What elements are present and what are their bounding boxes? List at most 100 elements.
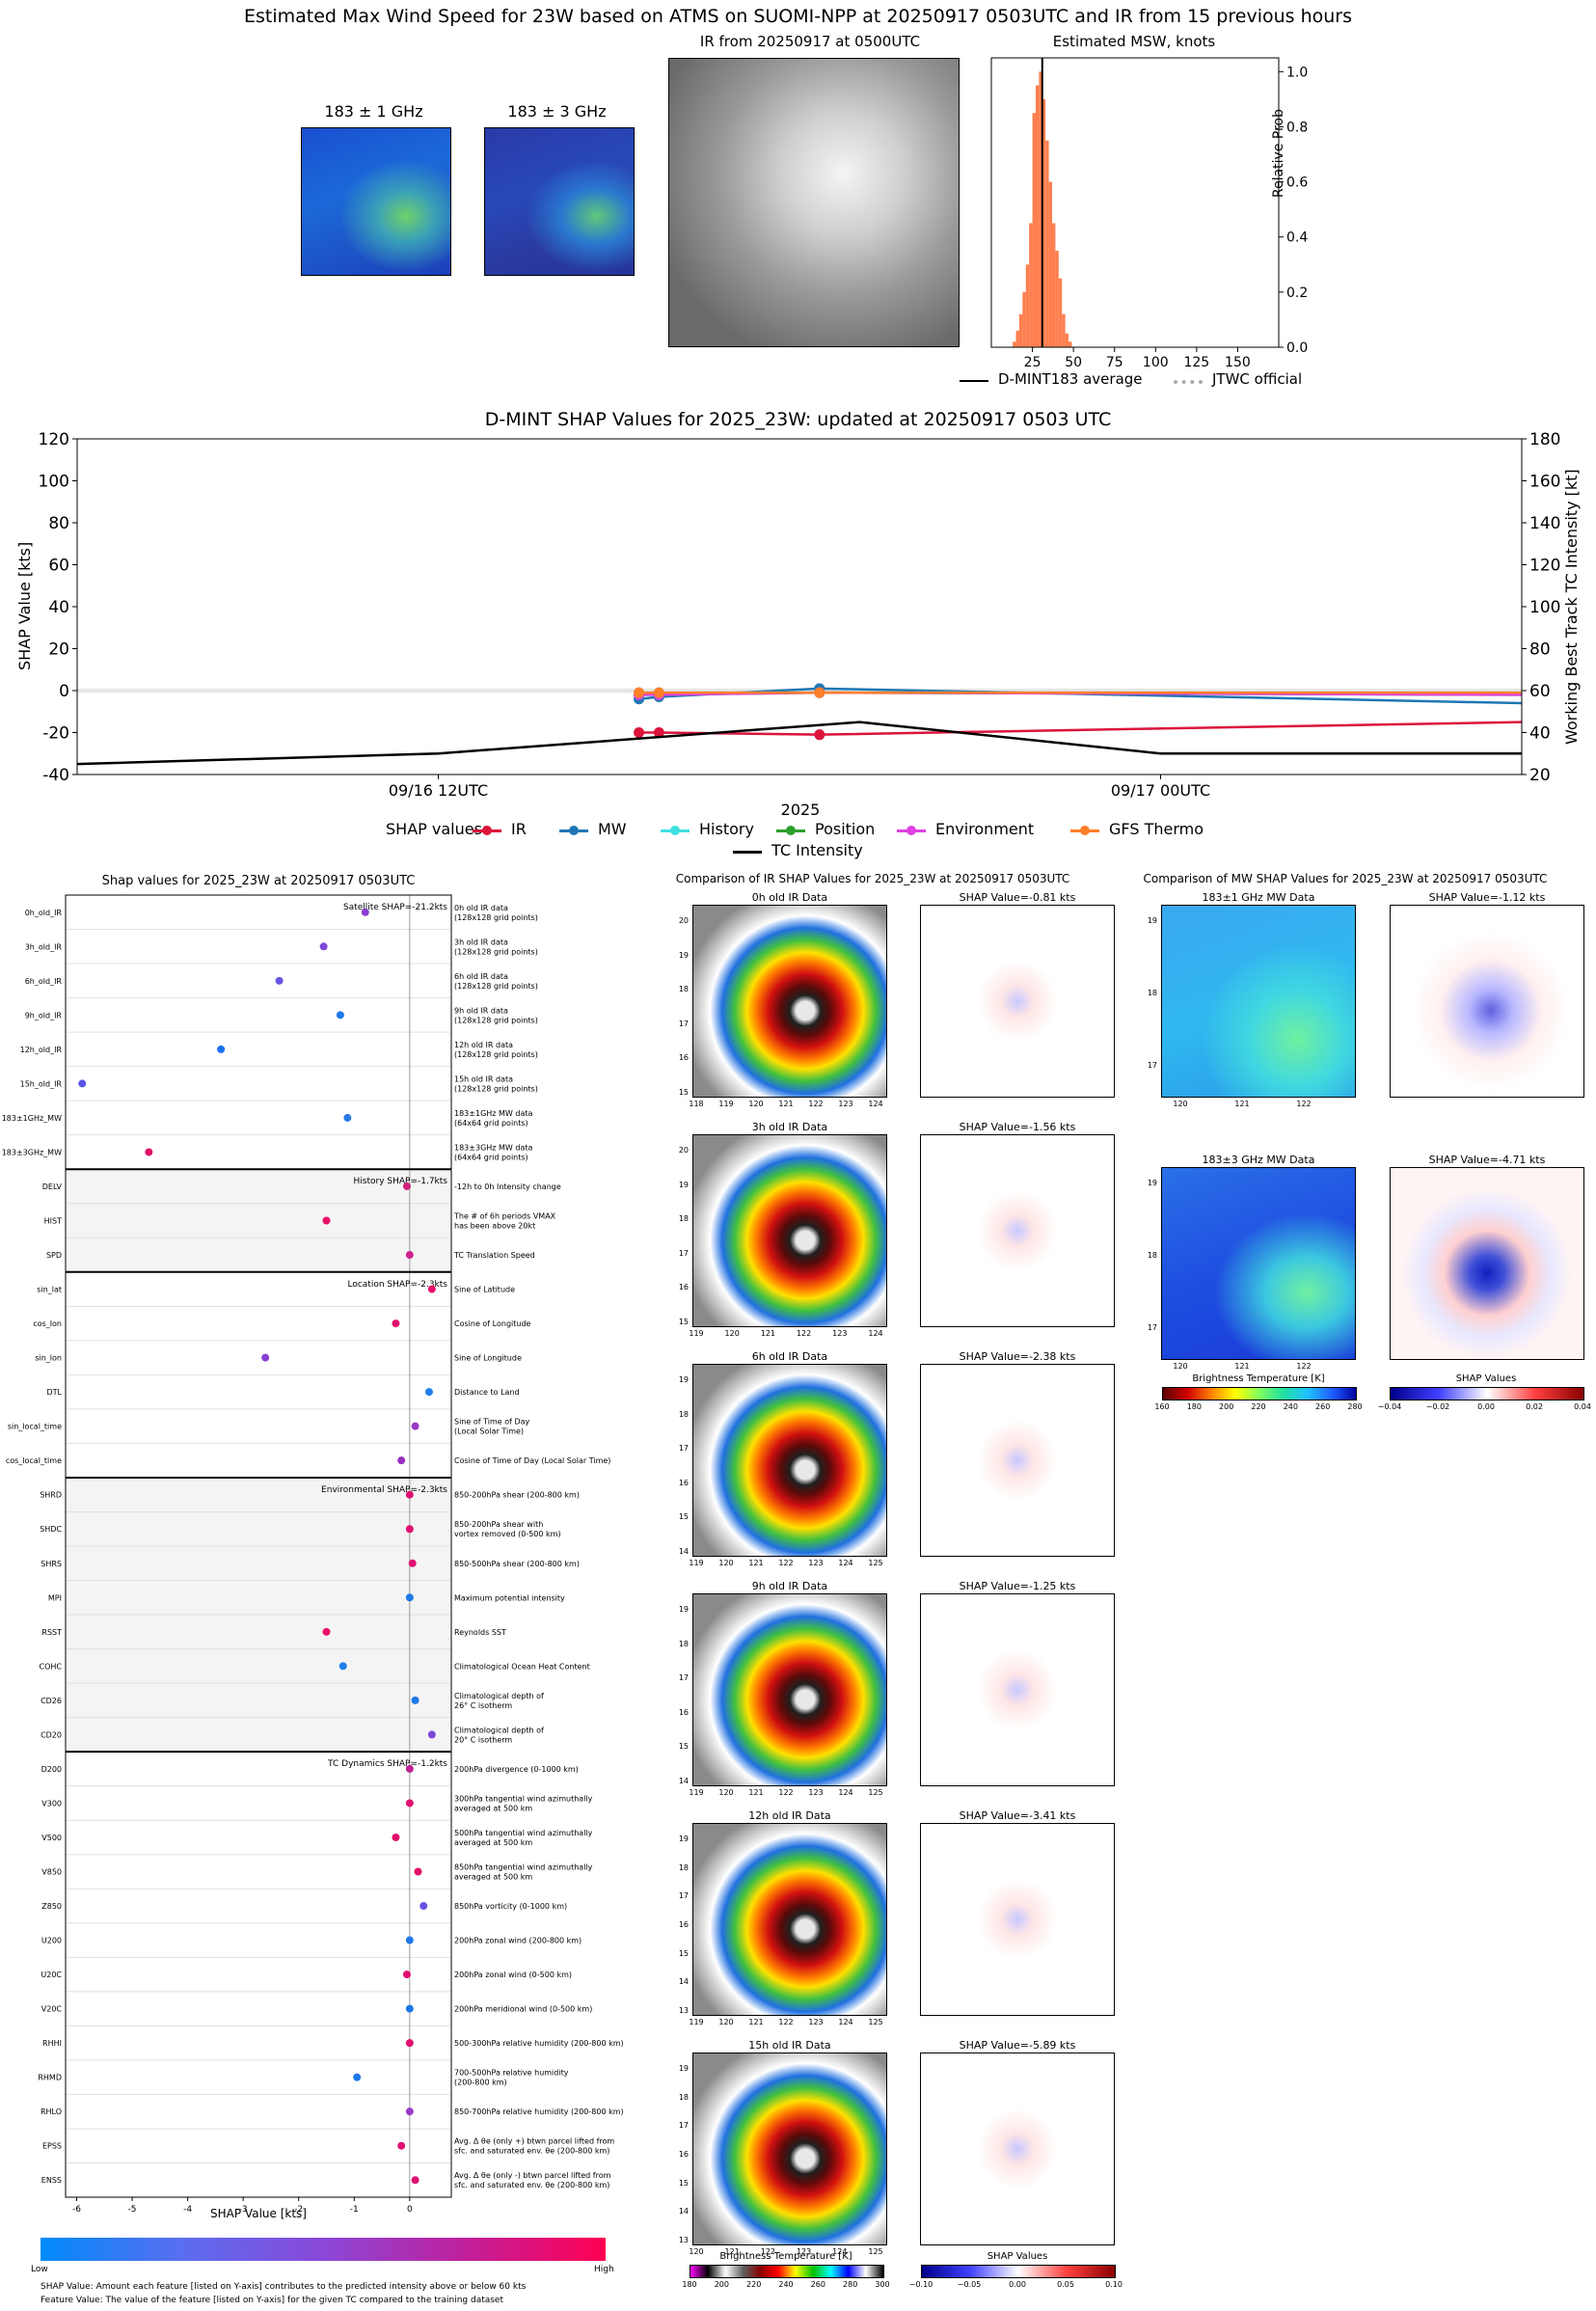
ir-xtick-label: 124 xyxy=(832,2247,848,2256)
ts-ytick-label: 60 xyxy=(48,557,69,576)
feature-name: EPSS xyxy=(42,2142,62,2151)
mw-xtick-label: 122 xyxy=(1296,1100,1312,1108)
feature-description: Climatological depth of xyxy=(454,1692,544,1700)
ir-ytick-label: 16 xyxy=(678,1053,689,1063)
feature-description: 850-500hPa shear (200-800 km) xyxy=(454,1560,580,1568)
ir-bt-tick: 220 xyxy=(746,2280,762,2289)
ir-xtick-label: 124 xyxy=(838,1788,853,1797)
feature-point xyxy=(392,1833,400,1841)
feature-frame xyxy=(65,894,452,2198)
mw-xtick-label: 121 xyxy=(1234,1100,1250,1108)
ir-bt-tick: 180 xyxy=(682,2280,697,2289)
mw-ytick-label: 18 xyxy=(1147,1251,1157,1260)
feature-description: (200-800 km) xyxy=(454,2079,507,2087)
ir-bt-tick: 280 xyxy=(843,2280,858,2289)
ir-xtick-label: 119 xyxy=(689,1329,704,1338)
feature-description: averaged at 500 km xyxy=(454,1873,532,1882)
feature-point xyxy=(405,1251,414,1260)
feature-point xyxy=(402,1182,411,1190)
feature-description: The # of 6h periods VMAX xyxy=(453,1212,556,1221)
feature-point xyxy=(405,2039,414,2048)
ir-panel-label: 9h old IR Data xyxy=(751,1580,828,1592)
feature-point xyxy=(336,1011,344,1020)
feature-description: 183±3GHz MW data xyxy=(454,1143,532,1152)
ts-ytick-label: 40 xyxy=(48,598,69,617)
ir-ytick-label: 17 xyxy=(678,1444,689,1454)
ir-ytick-label: 19 xyxy=(678,950,689,960)
feature-description: 850-700hPa relative humidity (200-800 km… xyxy=(454,2107,624,2116)
ir-ytick-label: 19 xyxy=(678,1835,689,1843)
series-point-ir xyxy=(634,727,645,738)
feature-name: RSST xyxy=(41,1628,62,1637)
ir-ytick-label: 17 xyxy=(678,1891,689,1901)
ir-shap-label: SHAP Value=-3.41 kts xyxy=(959,1809,1076,1822)
feature-point xyxy=(405,2107,414,2116)
mw-panel-label: 183±3 GHz MW Data xyxy=(1202,1154,1315,1166)
group-label: Satellite SHAP=-21.2kts xyxy=(343,903,447,912)
ir-shap-tick: −0.10 xyxy=(908,2280,933,2289)
ir-ytick-label: 17 xyxy=(678,1673,689,1683)
ir-xtick-label: 124 xyxy=(868,1100,883,1108)
feature-point xyxy=(405,1936,414,1944)
timeseries-xlabel: 2025 xyxy=(780,801,821,819)
ir-xtick-label: 124 xyxy=(838,2018,853,2026)
feature-description: (64x64 grid points) xyxy=(454,1153,528,1161)
legend-label: Environment xyxy=(935,820,1035,838)
feature-description: 850hPa tangential wind azimuthally xyxy=(454,1863,593,1872)
feature-point xyxy=(402,1971,411,1979)
footnote-shap: SHAP Value: Amount each feature [listed … xyxy=(41,2282,527,2292)
feature-name: SHDC xyxy=(40,1525,62,1534)
feature-description: (Local Solar Time) xyxy=(454,1427,524,1436)
feature-point xyxy=(353,2073,362,2081)
feature-name: 0h_old_IR xyxy=(25,909,63,917)
ir-xtick-label: 121 xyxy=(724,2247,740,2256)
feature-point xyxy=(405,2004,414,2013)
feature-description: (128x128 grid points) xyxy=(454,982,538,991)
feature-xtick-label: -4 xyxy=(183,2205,192,2215)
series-point-ir xyxy=(653,727,664,738)
colorbar-high: High xyxy=(594,2265,614,2274)
ts-ytick-label: 0 xyxy=(59,682,69,701)
feature-name: V850 xyxy=(41,1868,62,1877)
ir-ytick-label: 18 xyxy=(678,1862,689,1872)
feature-point xyxy=(405,1593,414,1602)
ir-shap-tick: −0.05 xyxy=(957,2280,982,2289)
mw-cbar-shap xyxy=(1390,1387,1584,1400)
ir-bt-tick: 300 xyxy=(875,2280,890,2289)
ts-y2tick-label: 180 xyxy=(1529,430,1560,449)
ir-xtick-label: 123 xyxy=(808,1559,824,1567)
feature-description: TC Translation Speed xyxy=(453,1251,535,1260)
feature-name: RHMD xyxy=(38,2074,62,2082)
hist-xtick-label: 75 xyxy=(1106,355,1123,370)
feature-description: Avg. Δ θe (only +) btwn parcel lifted fr… xyxy=(454,2137,614,2146)
ts-ytick-label: 80 xyxy=(48,514,69,533)
feature-point xyxy=(78,1079,87,1088)
feature-point xyxy=(411,1696,419,1704)
feature-description: 850hPa vorticity (0-1000 km) xyxy=(454,1902,567,1911)
feature-description: 500hPa tangential wind azimuthally xyxy=(454,1829,593,1837)
ir-xtick-label: 120 xyxy=(748,1100,764,1108)
hist-bar xyxy=(1032,113,1036,347)
ir-ytick-label: 16 xyxy=(678,1478,689,1487)
legend-swatch-dot xyxy=(670,826,680,835)
hist-xtick-label: 25 xyxy=(1024,355,1041,370)
feature-point xyxy=(405,1525,414,1534)
mw-bt-tick: 280 xyxy=(1347,1402,1363,1411)
feature-name: ENSS xyxy=(41,2176,62,2185)
feature-point xyxy=(427,1285,436,1293)
hist-xtick-label: 150 xyxy=(1225,355,1251,370)
mw-bt-tick: 240 xyxy=(1283,1402,1298,1411)
ir-ytick-label: 15 xyxy=(678,1088,689,1097)
feature-description: Sine of Longitude xyxy=(454,1354,522,1363)
ir-ytick-label: 16 xyxy=(678,1283,689,1292)
feature-name: RHLO xyxy=(41,2107,62,2116)
feature-description: 183±1GHz MW data xyxy=(454,1109,532,1118)
legend-dmint-label: D-MINT183 average xyxy=(998,370,1143,388)
feature-description: (64x64 grid points) xyxy=(454,1119,528,1128)
series-point-gfs-thermo xyxy=(634,687,645,698)
ir-ytick-label: 15 xyxy=(678,1948,689,1958)
hist-bar xyxy=(1065,333,1069,347)
ir-ytick-label: 19 xyxy=(678,1605,689,1614)
ir-panel-label: 0h old IR Data xyxy=(751,891,828,904)
timeseries-frame xyxy=(76,438,1523,775)
